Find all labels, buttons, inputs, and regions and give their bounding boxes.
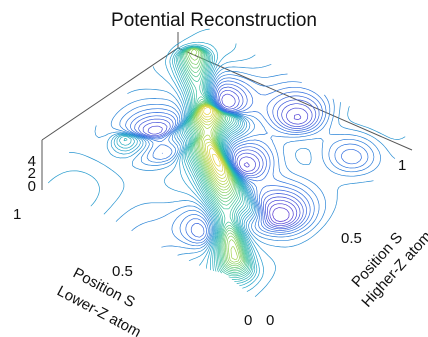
contour-line bbox=[196, 104, 238, 261]
z-axis: 4 2 0 bbox=[28, 153, 43, 195]
contour-line bbox=[138, 86, 317, 230]
contour-line bbox=[147, 93, 309, 227]
contour-line bbox=[184, 47, 245, 270]
contour-line bbox=[185, 47, 244, 268]
contour-line bbox=[134, 83, 320, 238]
contour-line bbox=[119, 45, 256, 284]
contour-line bbox=[272, 207, 290, 222]
contour-line bbox=[178, 47, 251, 279]
contour-line bbox=[182, 47, 248, 273]
contour-line bbox=[200, 105, 226, 176]
z-tick-label: 0 bbox=[28, 178, 36, 195]
chart-title: Potential Reconstruction bbox=[111, 10, 317, 31]
contour-line bbox=[190, 49, 240, 263]
contour-line bbox=[116, 44, 258, 287]
y-tick-label: 0 bbox=[266, 312, 274, 329]
contour-surface bbox=[47, 28, 406, 298]
contour-line bbox=[142, 89, 313, 228]
contour-line bbox=[130, 80, 362, 241]
y-axis: 0 0.5 1 Position S Higher-Z atom bbox=[266, 157, 428, 329]
x-tick-label: 0.5 bbox=[112, 263, 133, 280]
contour-line bbox=[201, 106, 224, 172]
contour-line bbox=[243, 113, 302, 225]
contour-line bbox=[199, 105, 227, 180]
x-tick-label: 0 bbox=[244, 312, 252, 329]
y-tick-label: 1 bbox=[398, 157, 406, 174]
z-tick-label: 2 bbox=[28, 165, 36, 182]
contour-line bbox=[125, 77, 369, 244]
contour-line bbox=[69, 54, 406, 298]
contour-line bbox=[113, 41, 260, 289]
contour-line bbox=[203, 106, 221, 167]
contour-line bbox=[198, 104, 228, 183]
contour-line bbox=[119, 74, 375, 247]
z-tick-label: 4 bbox=[28, 153, 36, 170]
x-tick-label: 1 bbox=[13, 206, 21, 223]
y-tick-label: 0.5 bbox=[341, 230, 362, 247]
contour-line bbox=[110, 70, 381, 250]
